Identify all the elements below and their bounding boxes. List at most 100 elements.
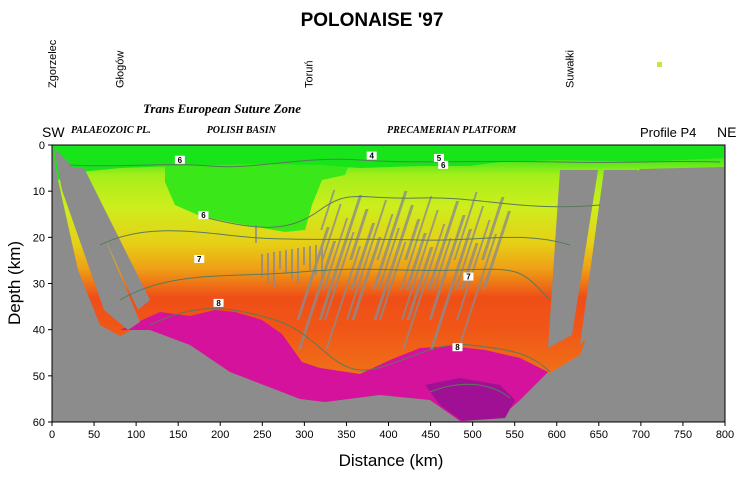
velocity-label: 8	[216, 299, 221, 308]
velocity-label-box	[194, 255, 205, 264]
x-tick-label: 500	[463, 429, 481, 441]
region-label: POLISH BASIN	[207, 125, 277, 136]
velocity-label-box	[213, 298, 224, 307]
coverage-streak	[261, 254, 263, 278]
velocity-label-box	[463, 272, 474, 281]
x-axis: 0 50 100 150 200 250 300 350 400 450 500 550 600 650 7…	[49, 422, 734, 441]
velocity-label-box	[198, 211, 209, 220]
left-corner-label: SW	[42, 124, 65, 140]
city-label: Zgorzelec	[47, 39, 59, 88]
coverage-streak	[373, 205, 414, 320]
zone-title: Trans European Suture Zone	[143, 101, 301, 116]
coverage-streak	[320, 190, 336, 230]
coverage-streak	[401, 210, 439, 320]
velocity-label-box	[433, 153, 444, 162]
velocity-contours	[69, 158, 721, 399]
city-label: Suwałki	[564, 50, 576, 88]
coverage-streak	[457, 234, 497, 350]
coverage-streak	[279, 251, 281, 269]
coverage-streak	[481, 197, 505, 260]
velocity-label: 4	[369, 152, 374, 161]
coverage-streak	[482, 211, 511, 290]
city-label: Głogów	[114, 51, 126, 88]
velocity-label: 7	[197, 255, 202, 264]
coverage-streak	[432, 238, 452, 290]
x-tick-label: 450	[421, 429, 439, 441]
y-tick-label: 10	[33, 186, 45, 198]
coverage-streak	[377, 228, 400, 290]
coverage-streak	[454, 206, 485, 290]
region-label: PALAEOZOIC PL.	[71, 125, 151, 136]
city-labels: Zgorzelec Głogów Toruń Suwałki	[47, 39, 576, 88]
coverage-streak	[349, 209, 369, 260]
velocity-label: 6	[441, 161, 446, 170]
near-surface-layer	[52, 146, 724, 180]
chart-title: POLONAISE '97	[301, 10, 444, 31]
y-axis-title: Depth (km)	[5, 241, 24, 325]
coverage-streak	[346, 200, 388, 320]
coverage-streak	[309, 246, 311, 270]
coverage-streak	[267, 253, 269, 283]
velocity-label-box	[174, 155, 185, 164]
coverage-streak	[322, 218, 349, 290]
x-tick-label: 600	[548, 429, 566, 441]
coverage-streak	[402, 224, 446, 350]
coverage-streak	[285, 250, 287, 274]
x-tick-label: 700	[632, 429, 650, 441]
coverage-streak	[321, 244, 323, 280]
coverage-streak	[318, 195, 363, 320]
coverage-streak	[315, 245, 317, 275]
velocity-label-box	[438, 160, 449, 169]
coverage-streak	[297, 241, 337, 350]
coverage-streak	[453, 192, 478, 260]
velocity-label: 8	[455, 343, 460, 352]
velocity-label-box	[452, 343, 463, 352]
x-tick-label: 400	[379, 429, 397, 441]
x-tick-label: 250	[253, 429, 271, 441]
coverage-streak	[273, 252, 275, 288]
x-tick-label: 100	[127, 429, 145, 441]
x-axis-title: Distance (km)	[339, 451, 444, 470]
x-tick-label: 350	[337, 429, 355, 441]
x-tick-label: 150	[169, 429, 187, 441]
region-label: PRECAMERIAN PLATFORM	[387, 125, 517, 136]
coverage-streak	[351, 237, 382, 320]
y-tick-label: 40	[33, 325, 45, 337]
coverage-streak	[303, 247, 305, 265]
velocity-label: 6	[178, 156, 183, 165]
y-tick-label: 60	[33, 417, 45, 429]
x-tick-label: 50	[88, 429, 100, 441]
x-tick-label: 0	[49, 429, 55, 441]
x-tick-label: 750	[674, 429, 692, 441]
y-tick-label: 20	[33, 232, 45, 244]
coverage-streak	[325, 246, 362, 350]
velocity-label: 6	[201, 211, 206, 220]
velocity-label: 5	[437, 154, 442, 163]
coverage-streak	[406, 247, 434, 320]
coverage-streak	[255, 225, 257, 243]
x-tick-label: 550	[506, 429, 524, 441]
coverage-streak	[427, 201, 460, 290]
shadow-zones	[54, 148, 638, 348]
coverage-streak	[376, 214, 394, 260]
profile-label: Profile P4	[640, 125, 696, 140]
velocity-label: 7	[466, 273, 471, 282]
y-tick-label: 50	[33, 371, 45, 383]
y-axis: 0 10 20 30 40 50 60	[33, 140, 52, 429]
coverage-streak	[291, 249, 293, 279]
coverage-streak	[399, 196, 433, 290]
x-tick-label: 650	[590, 429, 608, 441]
x-tick-label: 800	[716, 429, 734, 441]
coverage-streak	[405, 233, 427, 290]
x-tick-label: 200	[211, 429, 229, 441]
coverage-streak	[428, 215, 466, 320]
y-tick-label: 0	[39, 140, 45, 152]
x-tick-label: 300	[295, 429, 313, 441]
coverage-streak	[324, 232, 355, 320]
y-tick-label: 30	[33, 279, 45, 291]
upper-crust-low-velocity	[165, 150, 352, 232]
profile-marker	[657, 62, 662, 67]
